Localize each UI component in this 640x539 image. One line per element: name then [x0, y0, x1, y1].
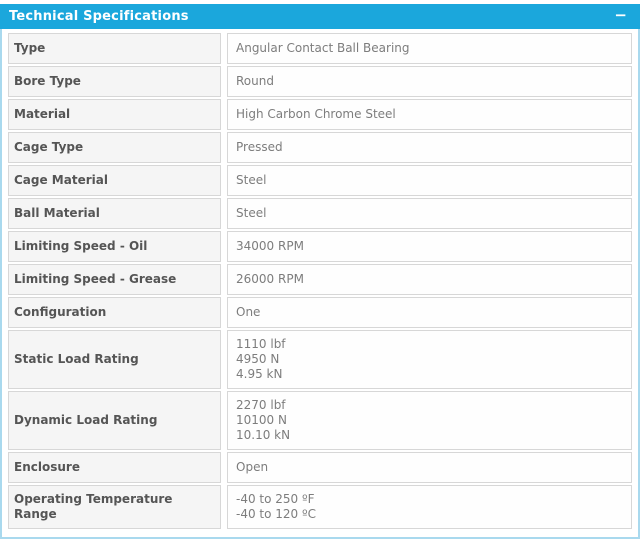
spec-row: Operating Temperature Range -40 to 250 º…	[8, 485, 632, 529]
spec-label: Cage Material	[8, 165, 221, 196]
spec-label: Enclosure	[8, 452, 221, 483]
spec-row: Bore Type Round	[8, 66, 632, 97]
technical-specifications-panel: Technical Specifications − Type Angular …	[0, 4, 640, 539]
spec-label: Material	[8, 99, 221, 130]
spec-row: Static Load Rating 1110 lbf 4950 N 4.95 …	[8, 330, 632, 389]
spec-row: Configuration One	[8, 297, 632, 328]
spec-row: Cage Type Pressed	[8, 132, 632, 163]
spec-value: One	[227, 297, 632, 328]
spec-value: Open	[227, 452, 632, 483]
spec-label: Static Load Rating	[8, 330, 221, 389]
spec-row: Limiting Speed - Oil 34000 RPM	[8, 231, 632, 262]
spec-value: Pressed	[227, 132, 632, 163]
spec-value: 2270 lbf 10100 N 10.10 kN	[227, 391, 632, 450]
spec-value: Steel	[227, 165, 632, 196]
panel-header[interactable]: Technical Specifications −	[0, 4, 640, 29]
collapse-minus-icon[interactable]: −	[614, 6, 627, 24]
spec-value: 34000 RPM	[227, 231, 632, 262]
spec-label: Ball Material	[8, 198, 221, 229]
spec-row: Cage Material Steel	[8, 165, 632, 196]
spec-row: Dynamic Load Rating 2270 lbf 10100 N 10.…	[8, 391, 632, 450]
spec-label: Dynamic Load Rating	[8, 391, 221, 450]
spec-label: Configuration	[8, 297, 221, 328]
spec-value: High Carbon Chrome Steel	[227, 99, 632, 130]
spec-value: 26000 RPM	[227, 264, 632, 295]
spec-row: Enclosure Open	[8, 452, 632, 483]
panel-title: Technical Specifications	[9, 9, 189, 24]
spec-row: Ball Material Steel	[8, 198, 632, 229]
spec-label: Limiting Speed - Oil	[8, 231, 221, 262]
spec-value: Angular Contact Ball Bearing	[227, 33, 632, 64]
spec-row: Type Angular Contact Ball Bearing	[8, 33, 632, 64]
spec-value: -40 to 250 ºF -40 to 120 ºC	[227, 485, 632, 529]
spec-label: Type	[8, 33, 221, 64]
spec-value: 1110 lbf 4950 N 4.95 kN	[227, 330, 632, 389]
spec-rows: Type Angular Contact Ball Bearing Bore T…	[2, 29, 638, 537]
spec-row: Limiting Speed - Grease 26000 RPM	[8, 264, 632, 295]
spec-label: Limiting Speed - Grease	[8, 264, 221, 295]
spec-label: Operating Temperature Range	[8, 485, 221, 529]
spec-label: Bore Type	[8, 66, 221, 97]
spec-value: Round	[227, 66, 632, 97]
spec-value: Steel	[227, 198, 632, 229]
spec-row: Material High Carbon Chrome Steel	[8, 99, 632, 130]
spec-label: Cage Type	[8, 132, 221, 163]
